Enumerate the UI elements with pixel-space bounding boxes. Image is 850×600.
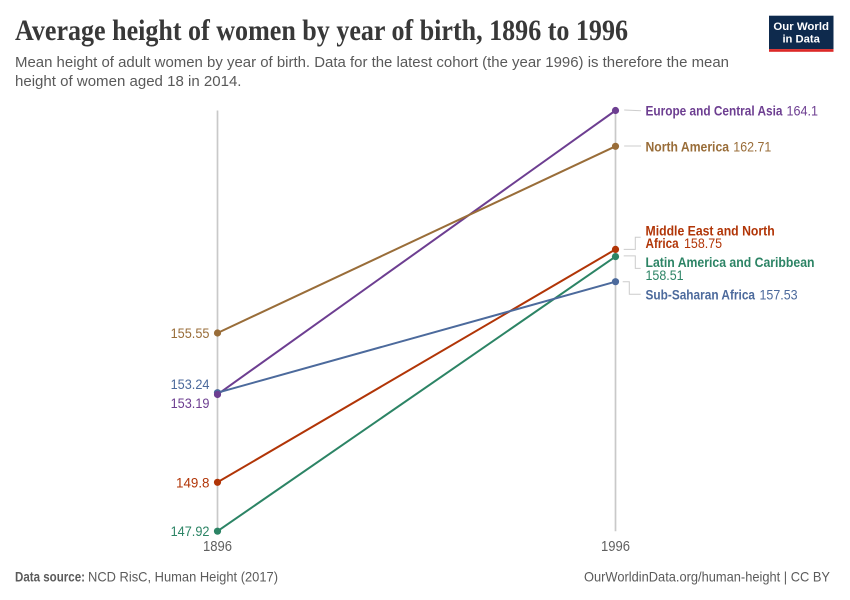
svg-text:147.92: 147.92 [171,523,210,539]
svg-text:OurWorldinData.org/human-heigh: OurWorldinData.org/human-height | CC BY [584,569,831,585]
svg-text:1996: 1996 [601,539,630,555]
svg-text:157.53: 157.53 [760,286,798,302]
svg-text:height of women aged 18 in 201: height of women aged 18 in 2014. [15,73,242,90]
svg-text:Latin America and Caribbean: Latin America and Caribbean [646,254,815,270]
svg-text:Data source:: Data source: [15,569,85,585]
svg-text:155.55: 155.55 [171,325,210,341]
svg-text:Europe and Central Asia: Europe and Central Asia [646,103,783,119]
svg-text:158.75: 158.75 [684,235,722,251]
svg-text:Sub-Saharan Africa: Sub-Saharan Africa [646,286,756,302]
svg-text:NCD RisC, Human Height (2017): NCD RisC, Human Height (2017) [88,569,278,585]
svg-text:1896: 1896 [203,539,232,555]
svg-text:in Data: in Data [782,34,820,46]
svg-text:North America: North America [646,138,730,154]
svg-text:149.8: 149.8 [176,475,210,491]
svg-text:164.1: 164.1 [787,103,819,119]
svg-text:Our World: Our World [773,21,829,33]
svg-text:Africa: Africa [646,235,679,251]
svg-text:162.71: 162.71 [733,138,771,154]
svg-text:Mean height of adult women by: Mean height of adult women by year of bi… [15,54,729,71]
svg-text:Average height of women by yea: Average height of women by year of birth… [15,14,628,47]
svg-text:153.19: 153.19 [171,395,210,411]
svg-text:153.24: 153.24 [171,376,210,392]
svg-text:Middle East and North: Middle East and North [646,222,775,238]
svg-text:158.51: 158.51 [646,267,684,283]
